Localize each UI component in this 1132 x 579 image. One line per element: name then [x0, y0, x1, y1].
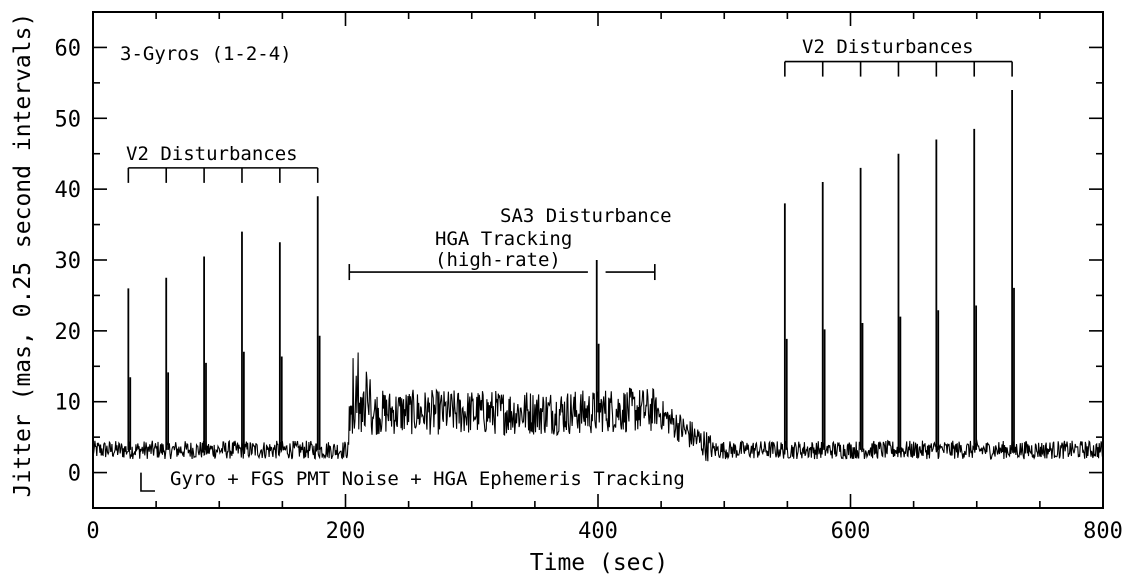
tick-labels: 0 200 400 600 800 0 10 20 30 40 50 60: [55, 36, 1123, 544]
y-tick-label: 30: [55, 249, 82, 274]
y-tick-label: 20: [55, 320, 82, 345]
y-tick-label: 40: [55, 178, 82, 203]
x-tick-label: 200: [326, 519, 366, 544]
x-axis-label: Time (sec): [530, 550, 668, 576]
y-tick-label: 10: [55, 391, 82, 416]
annotation-v2-right: V2 Disturbances: [802, 36, 974, 58]
disturbance-spikes: [127, 89, 1015, 450]
x-tick-label: 600: [831, 519, 871, 544]
axis-ticks: [92, 11, 1104, 509]
annotation-noise: Gyro + FGS PMT Noise + HGA Ephemeris Tra…: [170, 468, 685, 490]
y-tick-label: 0: [68, 462, 81, 487]
x-tick-label: 800: [1083, 519, 1123, 544]
y-axis-label: Jitter (mas, 0.25 second intervals): [10, 13, 36, 498]
annotation-hga-line1: HGA Tracking: [435, 228, 572, 250]
x-tick-label: 0: [86, 519, 99, 544]
y-tick-label: 50: [55, 107, 82, 132]
annotation-sa3: SA3 Disturbance: [500, 205, 672, 227]
annotation-hga-line2: (high-rate): [435, 249, 561, 271]
annotation-brackets: [127, 60, 1013, 492]
noise-marker: [140, 472, 155, 492]
x-tick-label: 400: [578, 519, 618, 544]
y-tick-label: 60: [55, 36, 82, 61]
annotation-v2-left: V2 Disturbances: [126, 143, 298, 165]
annotation-gyros: 3-Gyros (1-2-4): [120, 43, 292, 65]
